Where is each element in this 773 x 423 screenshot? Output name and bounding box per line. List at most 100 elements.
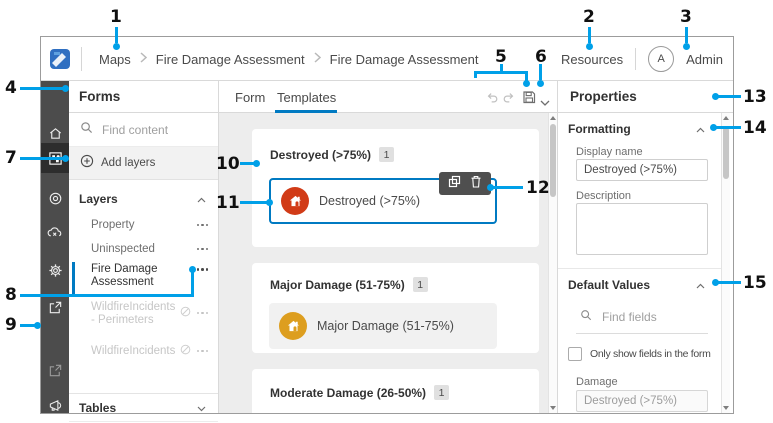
geofences-icon[interactable] bbox=[43, 186, 67, 210]
resources-link[interactable]: Resources bbox=[561, 51, 624, 67]
layer-row-fire-damage-assessment[interactable]: Fire Damage Assessment bbox=[69, 262, 218, 295]
callout-10-line bbox=[240, 162, 255, 165]
layer-row-wildfireincidents[interactable]: WildfireIncidents bbox=[69, 339, 218, 363]
callout-9-dot bbox=[34, 322, 41, 329]
layer-row-property[interactable]: Property bbox=[69, 213, 218, 237]
scrollbar-thumb[interactable] bbox=[723, 127, 729, 179]
templates-list: Destroyed (>75%) 1 Destroyed (>75%) bbox=[219, 113, 557, 413]
display-name-input[interactable] bbox=[576, 159, 708, 181]
callout-3-line bbox=[685, 27, 688, 43]
section-divider bbox=[558, 268, 723, 269]
scroll-down-icon[interactable] bbox=[723, 406, 729, 410]
template-card-major[interactable]: Major Damage (51-75%) bbox=[269, 303, 497, 349]
disabled-slash-icon bbox=[180, 342, 191, 360]
settings-gear-icon[interactable] bbox=[43, 258, 67, 282]
undo-icon[interactable] bbox=[485, 91, 498, 109]
template-group-header: Destroyed (>75%) 1 bbox=[270, 147, 395, 162]
layer-name: Property bbox=[91, 218, 135, 231]
layer-options-icon[interactable] bbox=[196, 349, 208, 353]
open-in-new-icon[interactable] bbox=[43, 358, 67, 382]
layers-section-label: Layers bbox=[79, 192, 118, 206]
home-icon[interactable] bbox=[43, 121, 67, 145]
tables-section-header[interactable]: Tables bbox=[69, 393, 218, 421]
callout-8-dot bbox=[189, 266, 196, 273]
formatting-label: Formatting bbox=[568, 122, 631, 136]
layer-name: WildfireIncidents - Perimeters bbox=[91, 301, 176, 326]
add-layers-button[interactable]: Add layers bbox=[69, 147, 218, 180]
chevron-up-icon bbox=[696, 120, 705, 138]
only-show-fields-label: Only show fields in the form bbox=[590, 348, 711, 360]
callout-14-label: 14 bbox=[743, 118, 767, 138]
callout-4-line bbox=[20, 87, 64, 90]
scroll-up-icon[interactable] bbox=[550, 116, 556, 120]
admin-menu[interactable]: Admin bbox=[686, 51, 723, 67]
layer-name: WildfireIncidents bbox=[91, 344, 176, 357]
scroll-up-icon[interactable] bbox=[723, 116, 729, 120]
checkbox[interactable] bbox=[568, 347, 582, 361]
group-title: Major Damage (51-75%) bbox=[270, 277, 405, 292]
layer-options-icon[interactable] bbox=[196, 311, 208, 315]
layer-name: Uninspected bbox=[91, 242, 155, 255]
duplicate-icon[interactable] bbox=[448, 175, 461, 193]
save-icon[interactable] bbox=[522, 90, 536, 109]
save-menu-chevron-icon[interactable] bbox=[540, 94, 550, 112]
callout-1-label: 1 bbox=[110, 7, 122, 27]
find-fields-input[interactable] bbox=[600, 309, 694, 325]
tab-templates[interactable]: Templates bbox=[277, 90, 337, 105]
basemap-section-header[interactable]: Basemap bbox=[69, 421, 218, 423]
layer-row-uninspected[interactable]: Uninspected bbox=[69, 237, 218, 261]
display-name-label: Display name bbox=[576, 146, 643, 158]
offline-cloud-icon[interactable] bbox=[43, 220, 67, 244]
formatting-section-header[interactable]: Formatting bbox=[558, 121, 733, 137]
layer-options-icon[interactable] bbox=[196, 247, 208, 251]
search-input[interactable] bbox=[100, 121, 204, 138]
app-window: Maps Fire Damage Assessment Fire Damage … bbox=[40, 36, 734, 422]
editor-panel: Form Templates bbox=[219, 81, 558, 413]
layer-options-icon[interactable] bbox=[196, 268, 208, 271]
chevron-right-icon bbox=[314, 50, 321, 68]
callout-8-line-v bbox=[191, 272, 194, 297]
template-card-label: Destroyed (>75%) bbox=[319, 194, 421, 208]
layers-section-header[interactable]: Layers bbox=[69, 187, 218, 211]
callout-3-label: 3 bbox=[680, 7, 692, 27]
breadcrumb-map-name[interactable]: Fire Damage Assessment bbox=[155, 51, 305, 67]
tables-section-label: Tables bbox=[79, 400, 117, 415]
forms-panel-header: Forms bbox=[69, 81, 218, 113]
default-values-label: Default Values bbox=[568, 278, 651, 292]
template-card-destroyed[interactable]: Destroyed (>75%) bbox=[269, 178, 497, 224]
breadcrumb-layer-name: Fire Damage Assessment bbox=[329, 51, 479, 67]
damage-field-value[interactable] bbox=[576, 390, 708, 412]
only-show-fields-row[interactable]: Only show fields in the form bbox=[558, 346, 733, 362]
default-values-section-header[interactable]: Default Values bbox=[558, 277, 733, 293]
delete-trash-icon[interactable] bbox=[470, 175, 482, 193]
chevron-right-icon bbox=[140, 50, 147, 68]
breadcrumb-maps[interactable]: Maps bbox=[99, 51, 131, 67]
layer-row-wildfire-perimeters[interactable]: WildfireIncidents - Perimeters bbox=[69, 301, 218, 333]
template-card-toolbar bbox=[439, 172, 491, 195]
layer-options-icon[interactable] bbox=[196, 223, 208, 227]
properties-scrollbar[interactable] bbox=[721, 113, 730, 413]
tab-form[interactable]: Form bbox=[235, 90, 266, 105]
redo-icon[interactable] bbox=[503, 91, 516, 109]
group-count-badge: 1 bbox=[412, 277, 428, 292]
callout-13-dot bbox=[712, 93, 719, 100]
callout-5-tick-right bbox=[525, 71, 528, 81]
app-logo-icon[interactable] bbox=[49, 48, 71, 75]
selected-layer-indicator bbox=[72, 262, 75, 294]
sharing-icon[interactable] bbox=[43, 295, 67, 319]
group-count-badge: 1 bbox=[379, 147, 395, 162]
find-fields-search[interactable] bbox=[558, 305, 733, 329]
templates-scrollbar[interactable] bbox=[548, 113, 557, 413]
chevron-up-icon bbox=[197, 190, 206, 208]
callout-2-dot bbox=[586, 43, 593, 50]
avatar[interactable]: A bbox=[648, 46, 675, 72]
callout-4-dot bbox=[62, 85, 69, 92]
feedback-megaphone-icon[interactable] bbox=[43, 393, 67, 417]
scrollbar-thumb[interactable] bbox=[550, 124, 556, 197]
scroll-down-icon[interactable] bbox=[550, 406, 556, 410]
callout-14-dot bbox=[710, 124, 717, 131]
find-content-search[interactable] bbox=[69, 113, 218, 147]
description-textarea[interactable] bbox=[576, 203, 708, 255]
search-icon bbox=[80, 121, 93, 139]
